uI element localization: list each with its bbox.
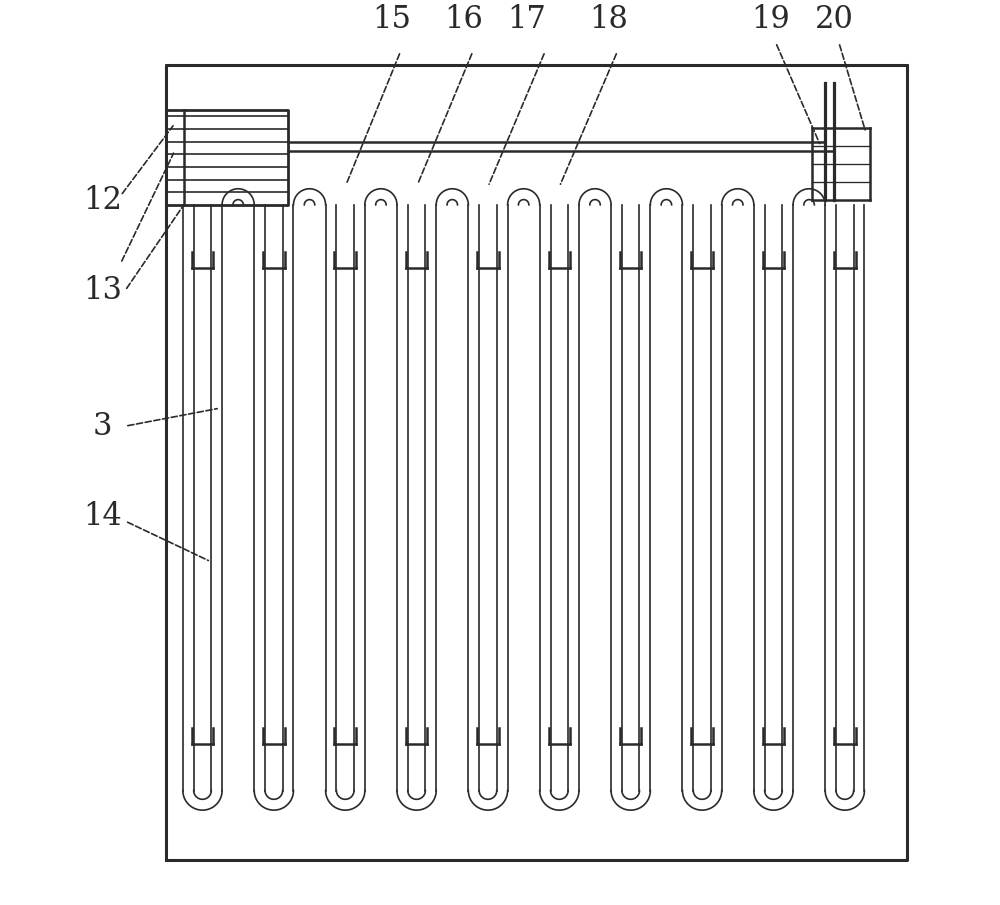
Text: 19: 19 bbox=[752, 5, 790, 35]
Text: 12: 12 bbox=[83, 185, 122, 215]
Text: 3: 3 bbox=[93, 411, 112, 442]
Text: 14: 14 bbox=[83, 501, 122, 532]
Text: 13: 13 bbox=[83, 275, 122, 306]
Text: 16: 16 bbox=[444, 5, 483, 35]
Text: 15: 15 bbox=[372, 5, 411, 35]
Text: 20: 20 bbox=[815, 5, 854, 35]
Text: 17: 17 bbox=[508, 5, 547, 35]
Text: 18: 18 bbox=[589, 5, 628, 35]
